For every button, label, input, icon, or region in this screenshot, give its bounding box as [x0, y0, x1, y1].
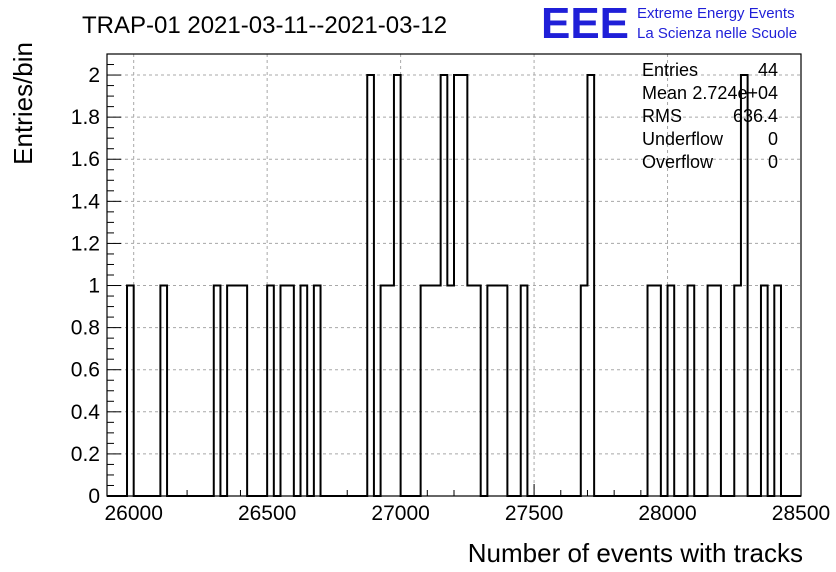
y-tick-label: 0.8: [71, 317, 100, 340]
stats-value: 2.724e+04: [692, 83, 778, 103]
y-tick-label: 0.2: [71, 443, 100, 466]
x-axis: 26000 26500 27000 27500 28000 28500: [104, 484, 830, 525]
x-tick-label: 28500: [772, 502, 830, 525]
y-tick-label: 1.6: [71, 148, 100, 171]
y-tick-label: 0: [88, 485, 100, 508]
y-axis-label: Entries/bin: [8, 42, 38, 165]
y-tick-label: 2: [88, 64, 100, 87]
stats-box: Entries 44 Mean 2.724e+04 RMS 636.4 Underflow 0…: [642, 60, 778, 172]
y-tick-label: 0.6: [71, 359, 100, 382]
stats-label: Mean: [642, 83, 687, 103]
eee-logo-line1: Extreme Energy Events: [637, 5, 795, 22]
stats-value: 0: [768, 152, 778, 172]
stats-label: RMS: [642, 106, 682, 126]
stats-label: Underflow: [642, 129, 724, 149]
eee-logo-line2: La Scienza nelle Scuole: [637, 25, 797, 42]
stats-label: Overflow: [642, 152, 714, 172]
grid-lines: [107, 54, 801, 496]
stats-value: 636.4: [733, 106, 778, 126]
y-tick-label: 1: [88, 275, 100, 298]
y-tick-label: 1.4: [71, 190, 101, 213]
y-tick-label: 0.4: [71, 401, 101, 424]
x-tick-label: 28000: [638, 502, 696, 525]
stats-label: Entries: [642, 60, 698, 80]
stats-value: 0: [768, 129, 778, 149]
y-tick-label: 1.8: [71, 106, 100, 129]
chart-title: TRAP-01 2021-03-11--2021-03-12: [82, 12, 447, 39]
y-axis: 0 0.2 0.4 0.6 0.8 1 1.2 1.4 1.6 1.8 2: [71, 53, 121, 508]
x-axis-label: Number of events with tracks: [468, 538, 803, 568]
stats-value: 44: [758, 60, 778, 80]
x-tick-label: 27000: [371, 502, 429, 525]
y-tick-label: 1.2: [71, 232, 100, 255]
x-tick-label: 26500: [238, 502, 296, 525]
eee-logo-mark: EEE: [541, 0, 629, 48]
x-tick-label: 27500: [505, 502, 563, 525]
x-tick-label: 26000: [104, 502, 162, 525]
eee-logo: EEE Extreme Energy Events La Scienza nel…: [541, 0, 797, 48]
